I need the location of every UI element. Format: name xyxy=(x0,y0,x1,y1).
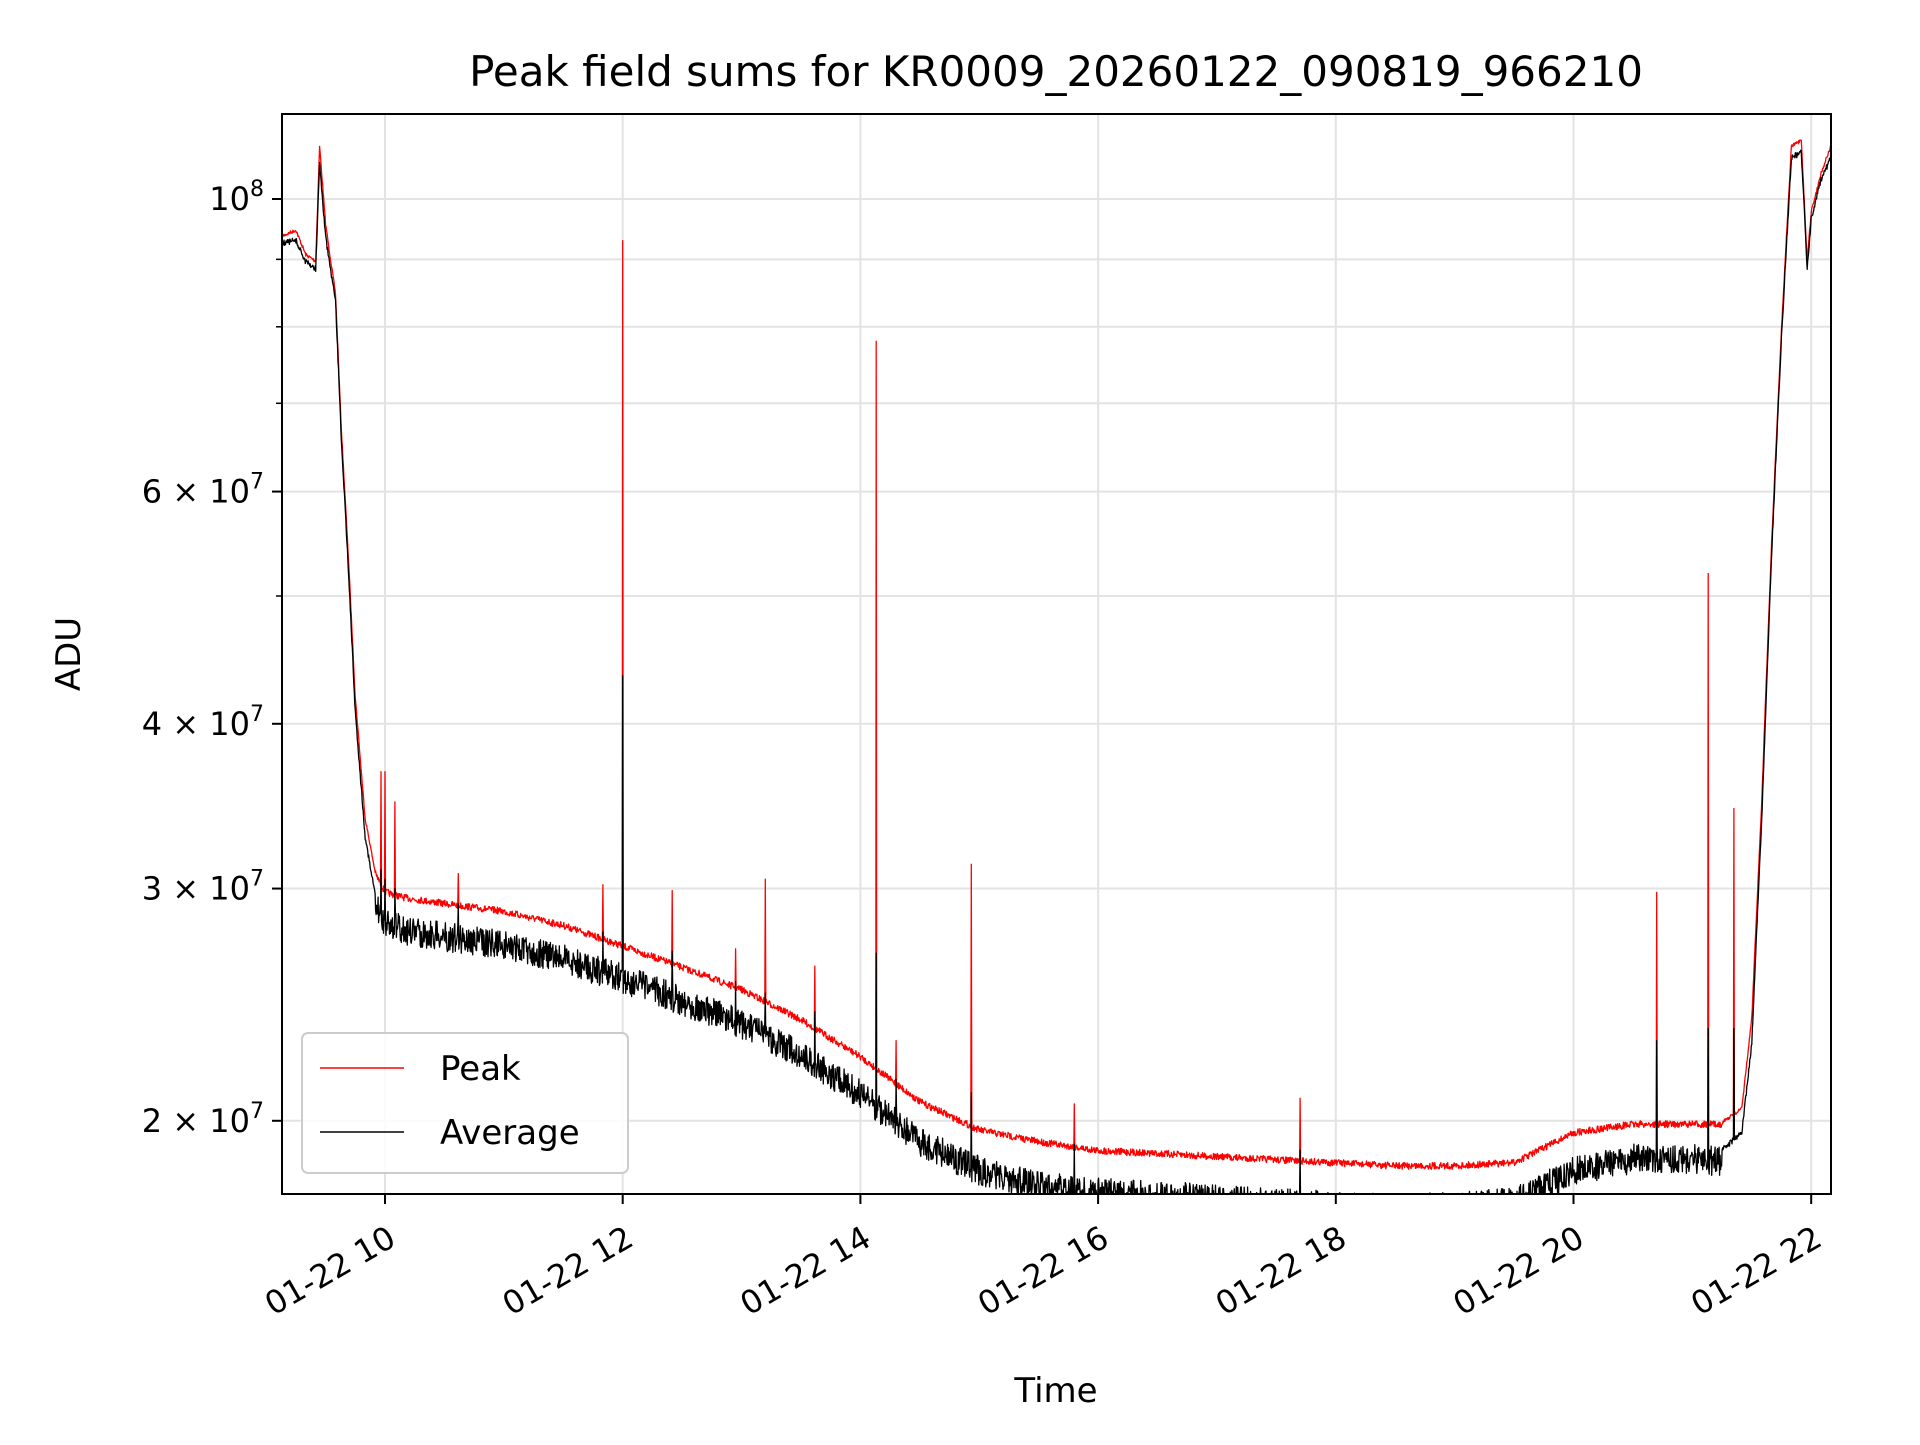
plot-frame xyxy=(281,113,1832,1195)
series-line-average xyxy=(282,149,1831,1194)
chart-title: Peak field sums for KR0009_20260122_0908… xyxy=(469,47,1643,96)
y-tick-label: 4 × 107 xyxy=(142,702,264,743)
grid-lines xyxy=(282,114,1831,1194)
series-layer xyxy=(282,139,1831,1194)
y-tick-label: 6 × 107 xyxy=(142,470,264,511)
legend: Peak Average xyxy=(301,1032,629,1174)
series-line-peak xyxy=(282,139,1831,1170)
y-tick-label: 2 × 107 xyxy=(142,1099,264,1140)
legend-label-peak: Peak xyxy=(440,1049,521,1089)
y-tick-label: 108 xyxy=(209,177,264,218)
x-axis-label: Time xyxy=(1013,1371,1097,1411)
y-tick-label: 3 × 107 xyxy=(142,867,264,908)
y-axis-label: ADU xyxy=(49,617,89,691)
legend-label-average: Average xyxy=(440,1113,580,1153)
